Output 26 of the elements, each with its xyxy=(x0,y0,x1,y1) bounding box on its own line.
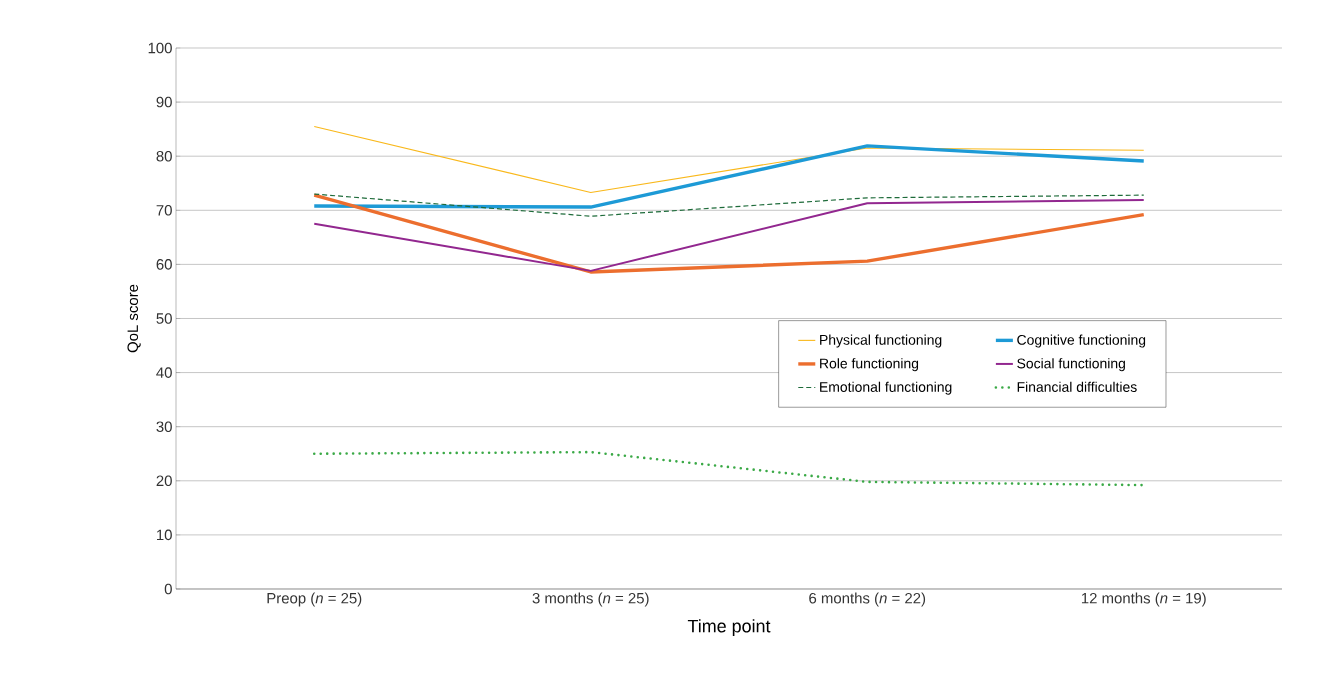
y-tick-label: 20 xyxy=(156,475,172,487)
x-axis-title: Time point xyxy=(687,619,771,636)
y-tick-label: 90 xyxy=(156,96,172,108)
x-tick-label: 6 months (n = 22) xyxy=(809,592,926,607)
legend-label: Cognitive functioning xyxy=(1017,334,1146,348)
y-tick-label: 100 xyxy=(148,42,172,54)
line-series xyxy=(312,144,1146,209)
y-tick-label: 40 xyxy=(156,367,172,378)
y-tick-label: 50 xyxy=(156,313,172,324)
legend-label: Emotional functioning xyxy=(820,381,952,395)
legend-label: Financial difficulties xyxy=(1017,381,1137,392)
y-tick-label: 10 xyxy=(157,529,172,541)
x-tick-label: 12 months (n = 19) xyxy=(1081,592,1206,607)
line-series xyxy=(313,193,1145,217)
x-tick-label: 3 months (n = 25) xyxy=(532,592,649,607)
y-tick-label: 30 xyxy=(156,421,172,432)
legend-label: Social functioning xyxy=(1017,358,1125,372)
line-series xyxy=(312,450,1146,487)
y-axis-title: QoL score xyxy=(127,284,141,353)
y-tick-label: 60 xyxy=(156,259,172,270)
legend-label: Role functioning xyxy=(820,358,919,372)
y-tick-label: 0 xyxy=(164,583,172,595)
legend-label: Physical functioning xyxy=(820,334,942,348)
x-tick-label: Preop (n = 25) xyxy=(267,592,362,607)
y-tick-label: 70 xyxy=(156,205,172,216)
y-tick-label: 80 xyxy=(156,150,172,162)
